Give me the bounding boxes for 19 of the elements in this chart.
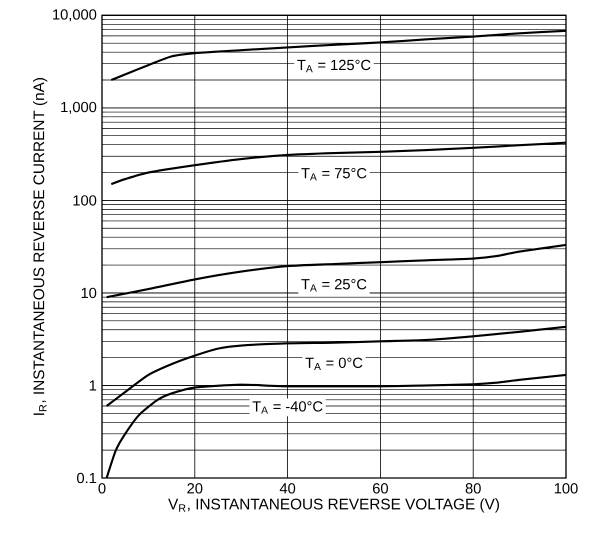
x-tick-label: 20	[187, 483, 202, 494]
series-label: T$_{A}$ = 0°C	[305, 358, 362, 370]
y-tick-label: 0.1	[77, 472, 96, 484]
y-tick-label: 1	[90, 380, 96, 390]
x-tick-label: 60	[372, 483, 388, 494]
y-axis-title: I$_{R}$, INSTANTANEOUS REVERSE CURRENT (nA)	[33, 78, 48, 415]
y-tick-label: 10,000	[53, 9, 96, 22]
series-label: T$_{A}$ = 25°C	[301, 279, 366, 292]
series-label: T$_{A}$ = 75°C	[301, 168, 366, 180]
x-axis-title: V$_{R}$, INSTANTANEOUS REVERSE VOLTAGE (V)	[168, 498, 499, 513]
y-tick-label: 100	[73, 195, 96, 206]
x-tick-label: 100	[554, 483, 578, 494]
series-label: T$_{A}$ = 125°C	[297, 60, 370, 72]
y-tick-label: 1,000	[61, 102, 96, 114]
series-label: T$_{A}$ = -40°C	[252, 401, 322, 414]
y-tick-label: 10	[82, 288, 96, 298]
x-tick-label: 80	[466, 483, 481, 494]
x-tick-label: 0	[98, 483, 106, 494]
x-tick-label: 40	[280, 483, 296, 494]
